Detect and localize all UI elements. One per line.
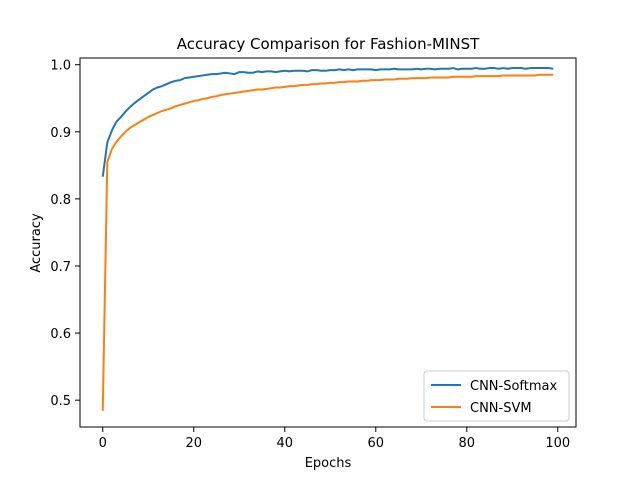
x-tick-label: 80 (459, 436, 476, 451)
y-tick-label: 0.6 (50, 327, 71, 342)
y-axis-label: Accuracy (29, 213, 44, 273)
legend-label-cnn-svm: CNN-SVM (470, 401, 532, 416)
legend: CNN-Softmax CNN-SVM (423, 370, 570, 422)
axes-frame (79, 57, 577, 428)
y-tick-label: 0.9 (50, 126, 71, 141)
x-tick-label: 100 (545, 436, 570, 451)
x-tick-label: 40 (276, 436, 293, 451)
series-layer (101, 67, 554, 411)
plot-area (79, 57, 577, 428)
y-tick-label: 0.7 (50, 260, 71, 275)
series-line-cnn-svm (101, 73, 554, 411)
legend-box (423, 370, 570, 422)
legend-label-cnn-softmax: CNN-Softmax (470, 379, 557, 394)
y-tick-label: 0.5 (50, 394, 71, 409)
x-axis-ticks: 0 20 40 60 80 100 (99, 427, 570, 451)
x-tick-label: 20 (185, 436, 202, 451)
y-tick-label: 0.8 (50, 193, 71, 208)
y-axis-ticks: 0.5 0.6 0.7 0.8 0.9 1.0 (50, 59, 80, 409)
x-axis-label: Epochs (305, 456, 352, 471)
x-tick-label: 60 (368, 436, 385, 451)
x-tick-label: 0 (99, 436, 107, 451)
y-tick-label: 1.0 (50, 59, 71, 74)
series-line-cnn-softmax (101, 67, 554, 177)
chart-title: Accuracy Comparison for Fashion-MINST (177, 35, 480, 53)
